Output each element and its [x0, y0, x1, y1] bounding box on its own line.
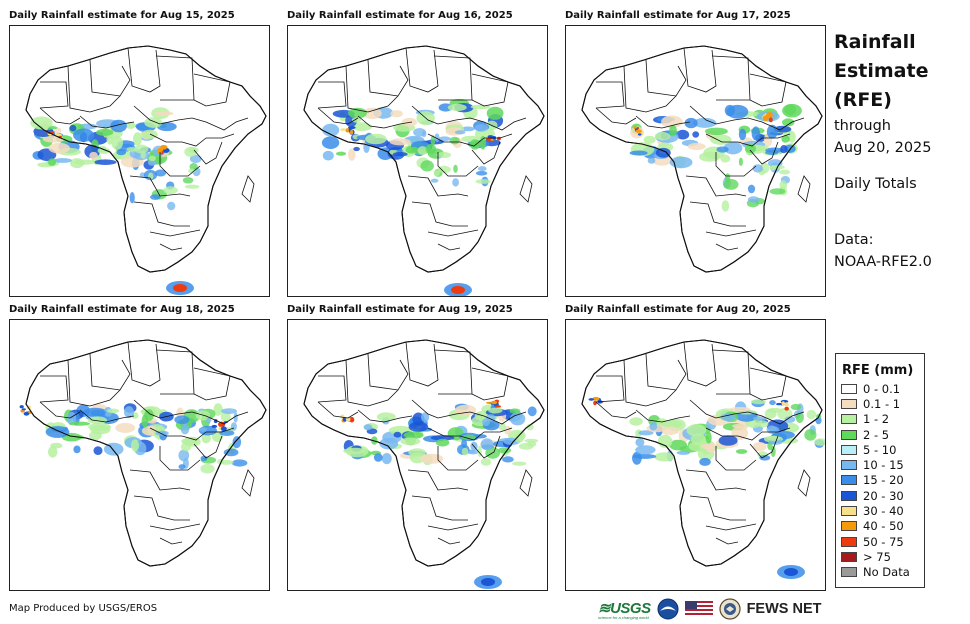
totals-label: Daily Totals	[834, 176, 917, 192]
legend-swatch	[841, 506, 857, 517]
product-title-block: Rainfall Estimate (RFE) through Aug 20, …	[834, 28, 964, 273]
legend-item: 0 - 0.1	[836, 381, 924, 396]
africa-rainfall-map	[303, 45, 545, 296]
legend-label: > 75	[863, 549, 891, 564]
noaa-logo-icon	[657, 598, 679, 620]
legend-label: 20 - 30	[863, 488, 904, 503]
legend-swatch	[841, 383, 857, 394]
legend-label: 0 - 0.1	[863, 381, 901, 396]
legend-item: 20 - 30	[836, 488, 924, 503]
legend-item: 40 - 50	[836, 519, 924, 534]
title-line-3: (RFE)	[834, 89, 892, 111]
legend-label: 5 - 10	[863, 442, 897, 457]
panel-title: Daily Rainfall estimate for Aug 16, 2025	[287, 10, 513, 21]
legend-swatch	[841, 429, 857, 440]
africa-rainfall-map	[581, 339, 825, 579]
legend-swatch	[841, 521, 857, 532]
panel-title: Daily Rainfall estimate for Aug 20, 2025	[565, 304, 791, 315]
legend-label: 2 - 5	[863, 427, 890, 442]
data-label: Data:	[834, 232, 874, 248]
legend-swatch	[841, 567, 857, 578]
legend-label: 10 - 15	[863, 458, 904, 473]
usgs-logo-text: ≋USGS	[598, 599, 651, 617]
legend-label: No Data	[863, 565, 910, 580]
usgs-tagline: science for a changing world	[598, 614, 649, 620]
legend-swatch	[841, 444, 857, 455]
panel-title: Daily Rainfall estimate for Aug 15, 2025	[9, 10, 235, 21]
legend-label: 0.1 - 1	[863, 396, 901, 411]
legend-swatch	[841, 490, 857, 501]
map-credit: Map Produced by USGS/EROS	[9, 603, 158, 614]
data-source: NOAA-RFE2.0	[834, 254, 932, 270]
legend-swatch	[841, 536, 857, 547]
panel-title: Daily Rainfall estimate for Aug 19, 2025	[287, 304, 513, 315]
africa-rainfall-map	[25, 45, 267, 295]
legend-swatch	[841, 551, 857, 562]
legend-swatch	[841, 475, 857, 486]
map-frame	[287, 25, 548, 297]
through-label: through	[834, 118, 891, 134]
legend-label: 30 - 40	[863, 504, 904, 519]
map-frame	[287, 319, 548, 591]
map-frame	[9, 25, 270, 297]
usgs-logo: ≋USGS science for a changing world	[598, 599, 651, 620]
legend-swatch	[841, 460, 857, 471]
map-frame	[9, 319, 270, 591]
panel-title: Daily Rainfall estimate for Aug 18, 2025	[9, 304, 235, 315]
state-dept-seal-icon	[718, 598, 741, 620]
legend-item: > 75	[836, 549, 924, 564]
legend-swatch	[841, 414, 857, 425]
legend-item: 50 - 75	[836, 534, 924, 549]
africa-rainfall-map	[303, 339, 545, 589]
legend-item: 5 - 10	[836, 442, 924, 457]
legend-label: 50 - 75	[863, 534, 904, 549]
title-line-1: Rainfall	[834, 31, 916, 53]
legend-label: 40 - 50	[863, 519, 904, 534]
through-date: Aug 20, 2025	[834, 140, 932, 156]
legend-item: No Data	[836, 565, 924, 580]
us-flag-icon	[684, 601, 713, 617]
legend-item: 0.1 - 1	[836, 396, 924, 411]
legend-title: RFE (mm)	[842, 363, 914, 378]
panel-title: Daily Rainfall estimate for Aug 17, 2025	[565, 10, 791, 21]
legend-label: 15 - 20	[863, 473, 904, 488]
legend-item: 2 - 5	[836, 427, 924, 442]
fewsnet-logo: FEWS NET	[746, 601, 822, 617]
map-frame	[565, 25, 826, 297]
legend-label: 1 - 2	[863, 412, 890, 427]
legend-swatch	[841, 398, 857, 409]
legend-item: 10 - 15	[836, 457, 924, 472]
africa-rainfall-map	[19, 339, 267, 567]
map-frame	[565, 319, 826, 591]
legend-item: 1 - 2	[836, 412, 924, 427]
partner-logos: ≋USGS science for a changing world FEWS …	[598, 598, 822, 620]
title-line-2: Estimate	[834, 60, 929, 82]
legend-item: 15 - 20	[836, 473, 924, 488]
africa-rainfall-map	[581, 45, 823, 273]
legend-item: 30 - 40	[836, 503, 924, 518]
